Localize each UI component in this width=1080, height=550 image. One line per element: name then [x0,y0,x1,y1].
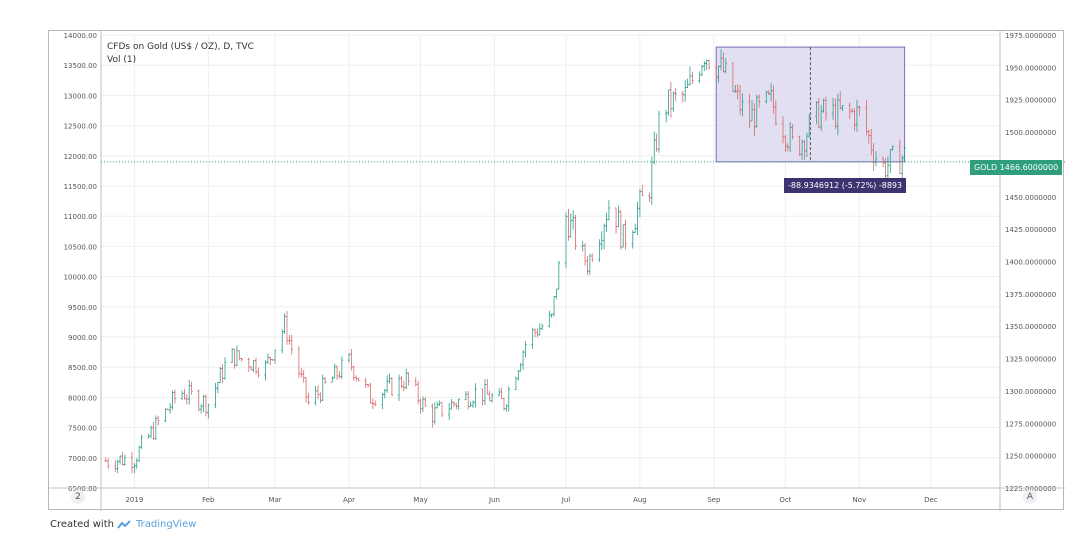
right-tick-label: 1350.0000000 [1005,323,1056,331]
left-tick-label: 14000.00 [64,32,97,40]
x-tick-label: Mar [268,496,281,504]
x-tick-label: Dec [924,496,938,504]
x-tick-label: Oct [779,496,791,504]
right-tick-label: 1950.0000000 [1005,64,1056,72]
left-tick-label: 9500.00 [68,304,97,312]
right-tick-label: 1250.0000000 [1005,453,1056,461]
left-tick-label: 12500.00 [64,123,97,131]
right-tick-label: 1925.0000000 [1005,97,1056,105]
last-price-tag: GOLD 1466.6000000 [970,160,1063,175]
chart-subtitle: Vol (1) [107,55,137,65]
right-tick-label: 1375.0000000 [1005,291,1056,299]
right-tick-label: 1325.0000000 [1005,356,1056,364]
left-tick-label: 11500.00 [64,183,97,191]
chart-canvas[interactable]: 14000.00 13500.00 13000.00 12500.00 12000.00… [49,31,1065,511]
x-tick-label: 2019 [125,496,143,504]
right-tick-label: 1225.0000000 [1005,485,1056,493]
x-tick-label: Jul [561,496,571,504]
right-tick-label: 1450.0000000 [1005,194,1056,202]
chart-title: CFDs on Gold (US$ / OZ), D, TVC [107,42,254,52]
symbol-label: GOLD [974,163,998,172]
left-tick-label: 7000.00 [68,455,97,463]
footer: Created with TradingView [50,519,196,530]
x-tick-label: May [413,496,427,504]
footer-prefix: Created with [50,519,114,530]
x-tick-label: Aug [633,496,647,504]
left-tick-label: 8000.00 [68,394,97,402]
right-tick-label: 1425.0000000 [1005,226,1056,234]
left-tick-label: 8500.00 [68,364,97,372]
last-price-value: 1466.6000000 [999,163,1059,172]
right-tick-label: 1400.0000000 [1005,259,1056,267]
left-tick-label: 7500.00 [68,425,97,433]
x-tick-label: Feb [202,496,215,504]
left-tick-label: 11000.00 [64,213,97,221]
x-tick-label: Sep [707,496,721,504]
right-tick-label: 1275.0000000 [1005,420,1056,428]
left-tick-label: 10000.00 [64,274,97,282]
left-tick-label: 13000.00 [64,92,97,100]
x-tick-label: Apr [343,496,355,504]
left-tick-label: 12000.00 [64,153,97,161]
left-scale-button[interactable]: 2 [71,490,85,504]
x-tick-label: Nov [852,496,866,504]
footer-brand[interactable]: TradingView [135,519,197,530]
x-tick-label: Jun [488,496,500,504]
chart-frame: 14000.00 13500.00 13000.00 12500.00 12000.00… [48,30,1065,511]
left-tick-label: 6500.00 [68,485,97,493]
left-tick-label: 9000.00 [68,334,97,342]
measure-label: -88.9346912 (-5.72%) -8893 [784,178,907,193]
right-tick-label: 1300.0000000 [1005,388,1056,396]
right-tick-label: 1975.0000000 [1005,32,1056,40]
left-tick-label: 10500.00 [64,243,97,251]
tradingview-logo-icon [117,520,131,529]
right-tick-label: 1500.0000000 [1005,129,1056,137]
auto-scale-button[interactable]: A [1023,490,1037,504]
left-tick-label: 13500.00 [64,62,97,70]
